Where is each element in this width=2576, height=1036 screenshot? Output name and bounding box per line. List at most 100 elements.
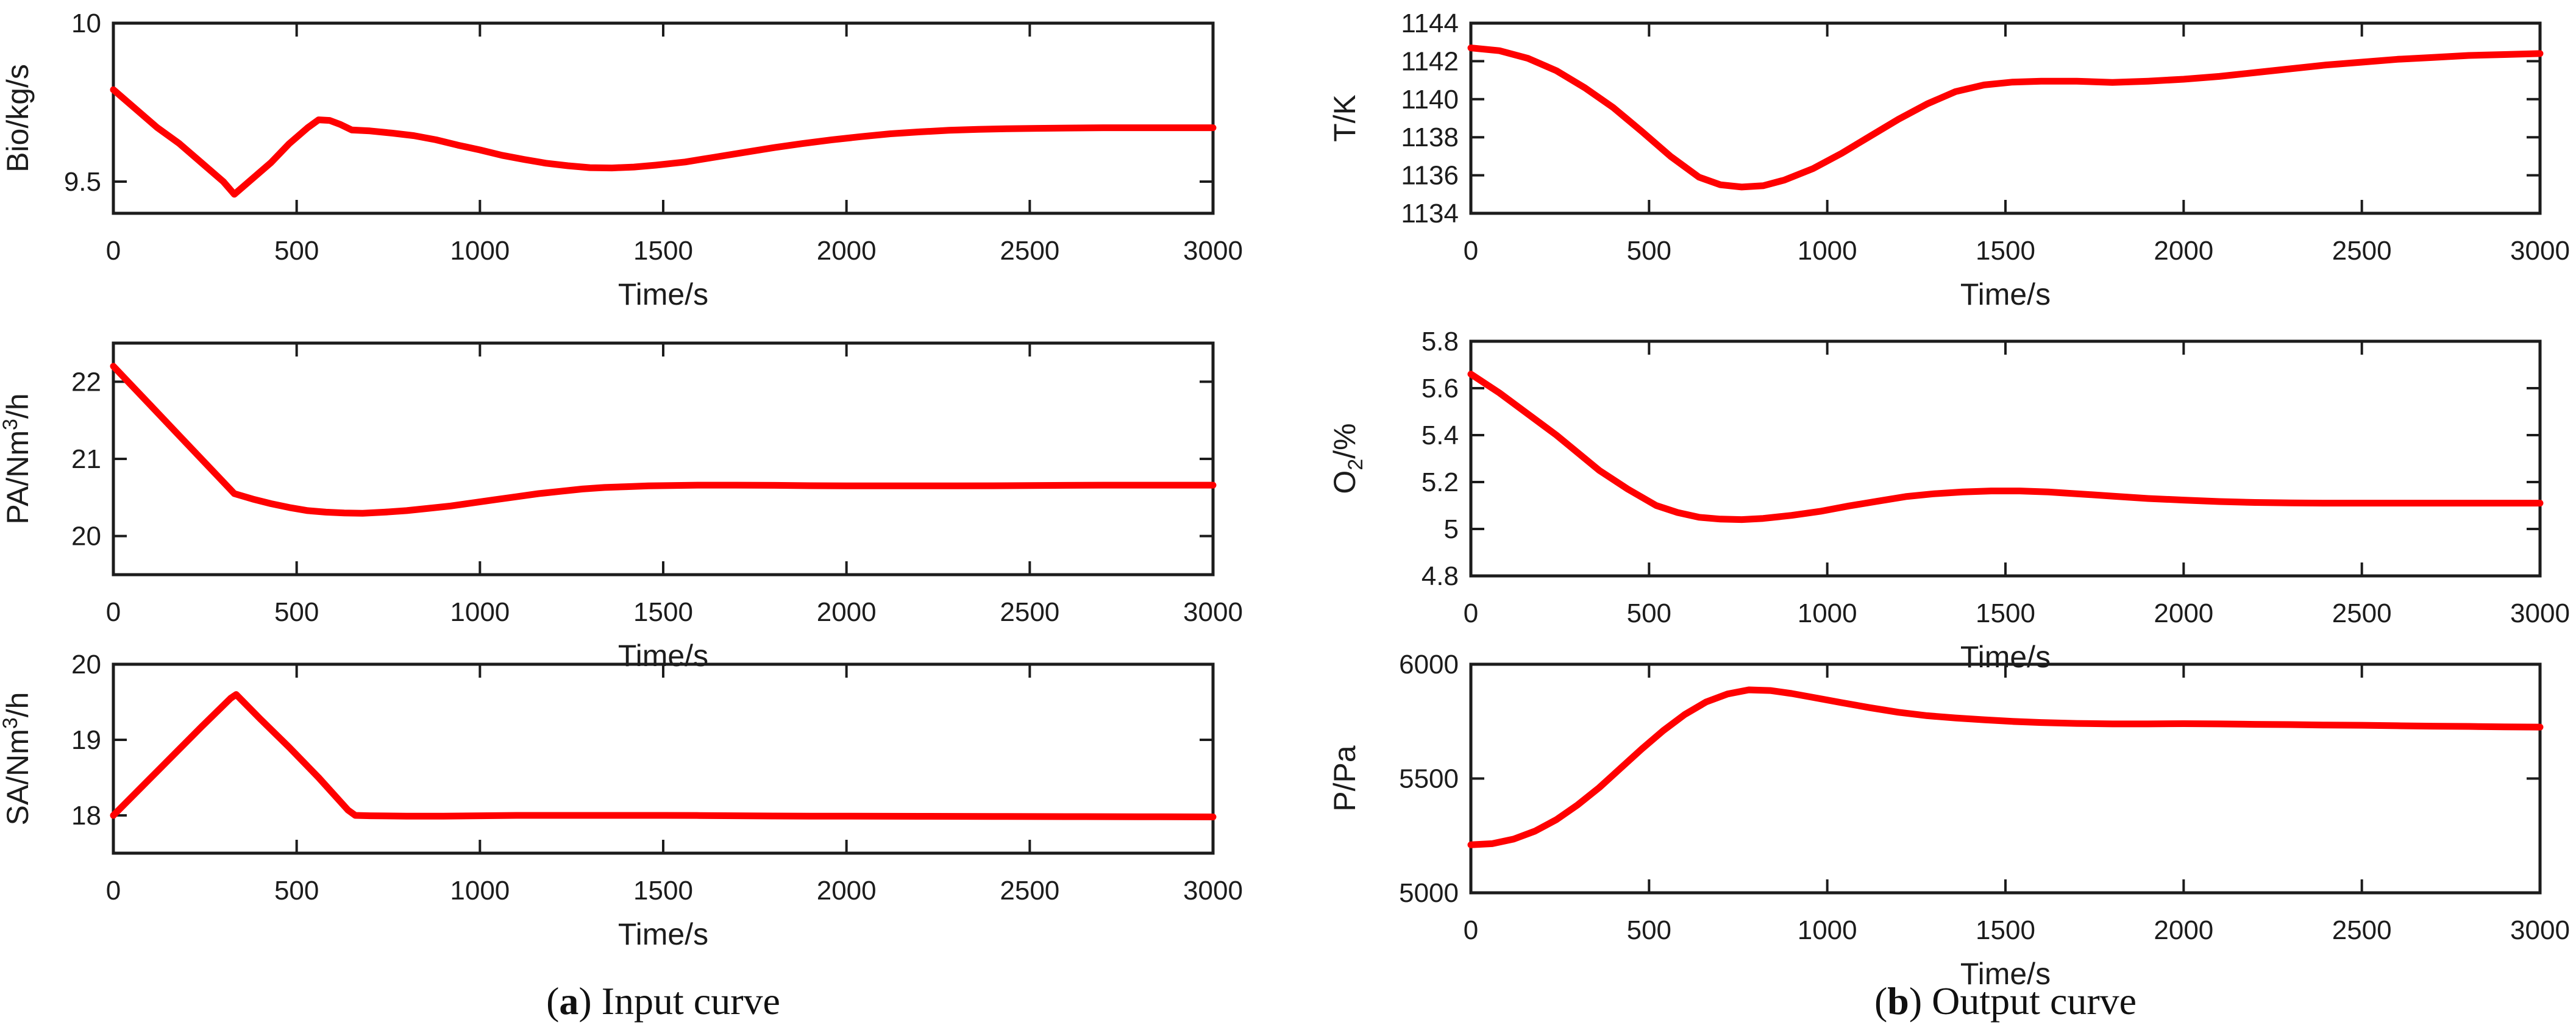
series-line: [110, 691, 1217, 820]
x-axis-label: Time/s: [618, 917, 708, 951]
plot-box: [1469, 339, 2542, 578]
x-tick-label: 3000: [1183, 876, 1243, 906]
x-tick-label: 1000: [450, 236, 510, 266]
y-tick-label: 1144: [1401, 9, 1459, 38]
x-axis-label: Time/s: [1960, 957, 2051, 991]
chart-t: 0 500 1000 1500 2000 2500 3000 1134 1136 1138 1140…: [1328, 9, 2570, 311]
y-tick-label: 5.6: [1421, 374, 1459, 403]
x-tick-label: 2000: [2154, 915, 2213, 945]
x-tick-label: 0: [1464, 236, 1478, 266]
x-tick-label: 1000: [450, 597, 510, 627]
x-tick-label: 1000: [1798, 598, 1857, 628]
plot-box: [1469, 21, 2542, 215]
x-axis-label: Time/s: [618, 277, 708, 311]
x-tick-label: 0: [1464, 598, 1478, 628]
x-tick-label: 0: [106, 876, 121, 906]
series-line: [110, 86, 1217, 198]
x-tick-label: 1000: [1798, 915, 1857, 945]
caption-input-curve: (a) Input curve: [113, 974, 1213, 1029]
y-tick-label: 1140: [1401, 85, 1459, 115]
x-tick-label: 1500: [633, 236, 693, 266]
y-tick-label: 22: [71, 367, 101, 397]
y-tick-label: 1134: [1401, 199, 1459, 229]
series-line: [110, 363, 1217, 517]
x-tick-label: 500: [1627, 236, 1671, 266]
caption-a-post: ) Input curve: [578, 979, 780, 1023]
series-line: [1467, 371, 2544, 523]
x-tick-label: 3000: [2510, 915, 2570, 945]
caption-a-pre: (: [546, 979, 560, 1023]
x-tick-label: 1500: [1976, 915, 2035, 945]
y-tick-label: 5500: [1399, 764, 1459, 794]
series-line: [1467, 44, 2544, 191]
x-tick-label: 2500: [2332, 598, 2392, 628]
y-axis-label: SA/Nm3/h: [0, 692, 35, 826]
x-tick-label: 3000: [1183, 236, 1243, 266]
y-axis-label: Bio/kg/s: [1, 64, 35, 172]
caption-b-pre: (: [1874, 979, 1888, 1023]
series-line: [1467, 686, 2544, 848]
x-tick-label: 2000: [817, 236, 877, 266]
y-axis-label: T/K: [1328, 94, 1362, 142]
y-tick-label: 5.2: [1421, 467, 1459, 497]
chart-o2: 0 500 1000 1500 2000 2500 3000 4.8 5 5.2 5.4 5.6 5.8…: [1328, 327, 2570, 674]
y-axis-label: PA/Nm3/h: [0, 393, 35, 524]
y-tick-label: 10: [71, 9, 101, 38]
x-tick-label: 1000: [450, 876, 510, 906]
y-tick-label: 9.5: [64, 167, 101, 197]
y-tick-label: 5.8: [1421, 327, 1459, 357]
x-tick-label: 0: [106, 597, 121, 627]
x-tick-label: 2000: [2154, 236, 2213, 266]
x-tick-label: 3000: [1183, 597, 1243, 627]
x-tick-label: 3000: [2510, 236, 2570, 266]
x-tick-label: 2500: [1000, 876, 1059, 906]
caption-output-curve: (b) Output curve: [1471, 974, 2540, 1029]
y-tick-label: 21: [71, 444, 101, 474]
x-tick-label: 3000: [2510, 598, 2570, 628]
y-tick-label: 1138: [1401, 122, 1459, 152]
x-tick-label: 2000: [817, 876, 877, 906]
chart-bio: 0 500 1000 1500 2000 2500 3000 9.5 10 Time/s Bio/k…: [1, 9, 1243, 311]
x-tick-label: 0: [106, 236, 121, 266]
x-tick-label: 0: [1464, 915, 1478, 945]
chart-sa: 0 500 1000 1500 2000 2500 3000 18 19 20 Time/s SA/N…: [0, 650, 1243, 951]
x-tick-label: 2500: [1000, 597, 1059, 627]
x-tick-label: 500: [1627, 915, 1671, 945]
y-tick-label: 5000: [1399, 878, 1459, 908]
y-tick-label: 18: [71, 801, 101, 831]
y-tick-label: 5: [1444, 514, 1459, 544]
x-tick-label: 1500: [1976, 598, 2035, 628]
x-tick-label: 2500: [2332, 236, 2392, 266]
x-tick-label: 1500: [633, 597, 693, 627]
x-tick-label: 1000: [1798, 236, 1857, 266]
plot-box: [112, 21, 1215, 215]
y-tick-label: 6000: [1399, 650, 1459, 679]
y-tick-label: 20: [71, 650, 101, 679]
x-tick-label: 2500: [2332, 915, 2392, 945]
y-axis-label: P/Pa: [1328, 745, 1362, 812]
plot-box: [1469, 662, 2542, 895]
caption-b-post: ) Output curve: [1909, 979, 2137, 1023]
chart-pa: 0 500 1000 1500 2000 2500 3000202122Time/sPA/N…: [0, 341, 1243, 673]
x-tick-label: 1500: [633, 876, 693, 906]
x-tick-label: 2000: [817, 597, 877, 627]
plot-box: [112, 341, 1215, 577]
y-tick-label: 1142: [1401, 46, 1459, 76]
y-tick-label: 4.8: [1421, 561, 1459, 591]
x-tick-label: 500: [1627, 598, 1671, 628]
y-tick-label: 20: [71, 522, 101, 552]
x-tick-label: 1500: [1976, 236, 2035, 266]
y-tick-label: 5.4: [1421, 420, 1459, 450]
x-axis-label: Time/s: [1960, 277, 2051, 311]
x-tick-label: 2000: [2154, 598, 2213, 628]
y-tick-label: 1136: [1401, 161, 1459, 191]
chart-p: 0 500 1000 1500 2000 2500 3000 5000 5500 6000 Time…: [1328, 650, 2570, 991]
x-tick-label: 500: [274, 597, 319, 627]
x-tick-label: 500: [274, 876, 319, 906]
x-tick-label: 500: [274, 236, 319, 266]
x-tick-label: 2500: [1000, 236, 1059, 266]
y-tick-label: 19: [71, 725, 101, 755]
plot-box: [112, 662, 1215, 855]
